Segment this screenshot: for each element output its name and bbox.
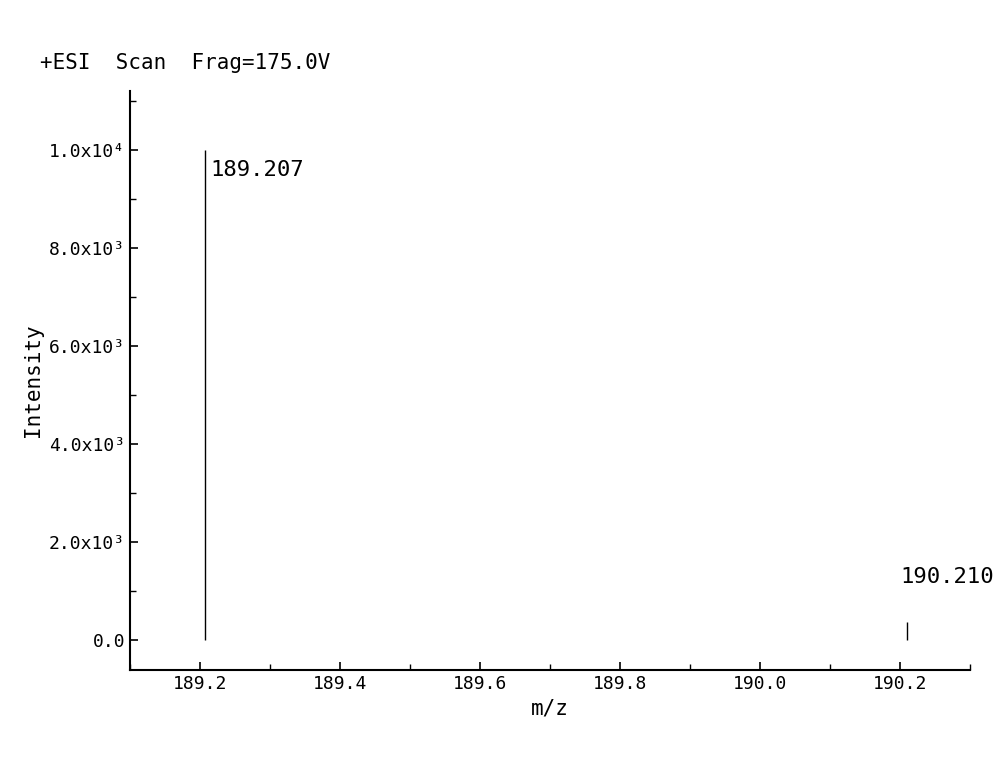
- Text: 189.207: 189.207: [210, 160, 304, 180]
- Text: +ESI  Scan  Frag=175.0V: +ESI Scan Frag=175.0V: [40, 53, 330, 73]
- Y-axis label: Intensity: Intensity: [23, 323, 43, 438]
- X-axis label: m/z: m/z: [531, 698, 569, 718]
- Text: 190.210: 190.210: [900, 568, 994, 587]
